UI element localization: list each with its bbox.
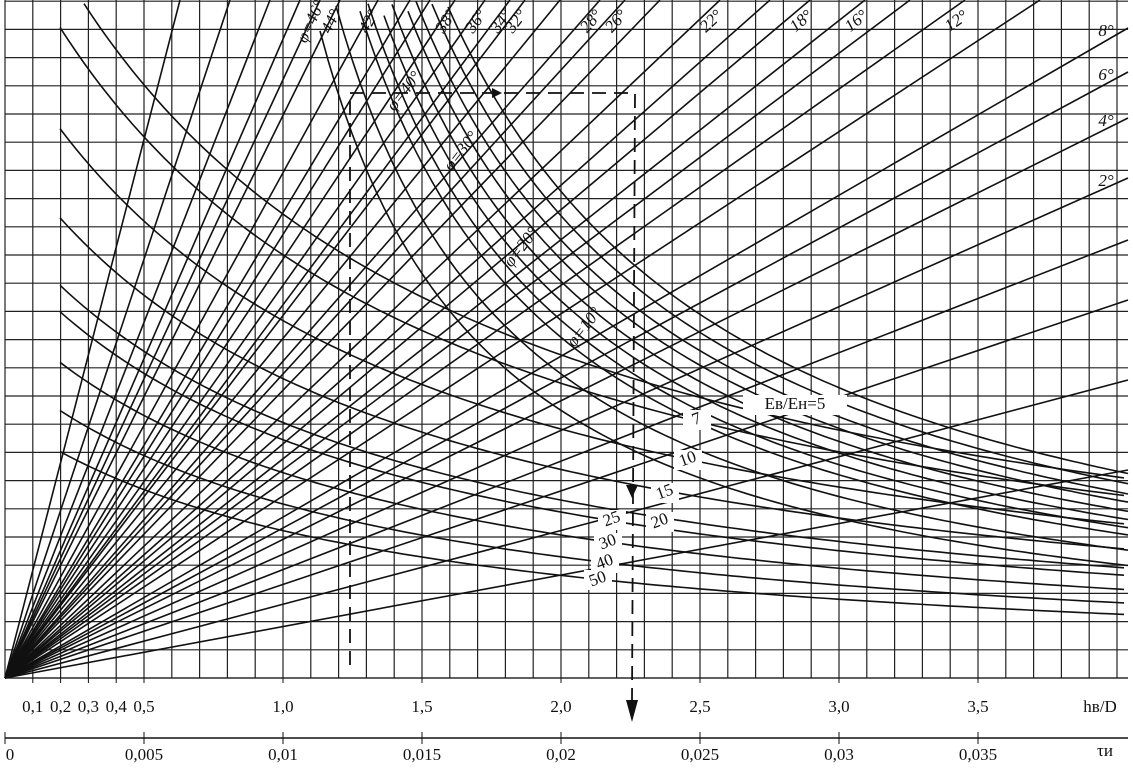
fan-label: 12° (941, 6, 972, 35)
label-bg (591, 553, 619, 573)
descending-curve (367, 3, 1129, 529)
x-tick-label: 1,0 (272, 697, 293, 716)
modulus-label: 30 (596, 530, 618, 554)
x-tick-label: 3,5 (967, 697, 988, 716)
fan-label: 6° (1098, 65, 1114, 84)
modulus-curve (59, 311, 1125, 576)
fan-line (4, 0, 966, 679)
modulus-label: 25 (600, 507, 622, 531)
fan-line (4, 71, 1129, 679)
fan-label: 8° (1098, 21, 1114, 40)
label-bg (584, 570, 612, 590)
descending-curve (383, 15, 1129, 521)
x-tick-label: 0,5 (133, 697, 154, 716)
modulus-label: 10 (676, 447, 698, 471)
fan-line (4, 0, 486, 679)
fan-line (4, 0, 626, 679)
modulus-label: 40 (593, 550, 615, 574)
fan-label: 26° (601, 6, 631, 37)
fan-line (4, 299, 1129, 679)
fan-line (4, 0, 561, 679)
tau-tick-label: 0,025 (681, 745, 719, 764)
x-tick-label: 3,0 (828, 697, 849, 716)
x-tick-label: 2,0 (550, 697, 571, 716)
descending-curve (415, 1, 1129, 495)
fan-line (4, 0, 456, 679)
x-tick-label: 0,2 (50, 697, 71, 716)
descending-curve (319, 30, 1129, 567)
fan-line (4, 117, 1129, 679)
modulus-curve (59, 361, 1125, 591)
tau-tick-label: 0,015 (403, 745, 441, 764)
label-bg (594, 533, 622, 553)
label-bg (743, 395, 847, 415)
fan-line (4, 0, 511, 679)
modulus-curve (59, 217, 1125, 550)
modulus-label: 15 (653, 480, 675, 504)
fan-line (4, 0, 271, 679)
tau-axis-label: τи (1097, 741, 1113, 760)
fan-line (4, 0, 301, 679)
fan-line (4, 27, 1129, 679)
descending-curve (335, 5, 1129, 551)
modulus-label: Eв/Eн=5 (765, 394, 826, 413)
modulus-label: 20 (648, 509, 670, 533)
fan-line (4, 0, 601, 679)
fan-line (4, 0, 431, 679)
tau-tick-label: 0,035 (959, 745, 997, 764)
fan-label: 2° (1098, 171, 1114, 190)
descending-curve (359, 11, 1129, 536)
arrow-head (626, 485, 638, 498)
x-tick-label: 0,3 (78, 697, 99, 716)
x-axis-label: hв/D (1083, 697, 1117, 716)
fan-line (4, 0, 1041, 679)
tau-tick-label: 0,005 (125, 745, 163, 764)
fan-label: 28° (576, 6, 606, 37)
fan-line (4, 0, 811, 679)
fan-line (4, 0, 866, 679)
x-tick-label: 0,1 (22, 697, 43, 716)
label-bg (651, 483, 679, 503)
label-bg (646, 512, 674, 532)
tau-tick-label: 0 (6, 745, 15, 764)
fan-label: 42° (355, 6, 383, 36)
arrow-head (626, 700, 638, 722)
fan-line (4, 0, 721, 679)
tau-tick-label: 0,02 (546, 745, 576, 764)
curves (4, 0, 1129, 679)
fan-label: 4° (1098, 111, 1114, 130)
arrow-head (492, 88, 502, 98)
fan-line (4, 0, 911, 679)
fan-line (4, 0, 661, 679)
x-tick-label: 1,5 (411, 697, 432, 716)
modulus-curve (59, 128, 1125, 525)
fan-line (4, 0, 231, 679)
fan-line (4, 0, 379, 679)
fan-line (4, 0, 321, 679)
fan-line (4, 0, 341, 679)
fan-line (4, 239, 1129, 679)
fan-line (4, 469, 1129, 679)
modulus-curve (59, 284, 1125, 569)
label-bg (674, 450, 702, 470)
modulus-label: 50 (586, 567, 608, 591)
x-tick-label: 2,5 (689, 697, 710, 716)
tau-tick-label: 0,03 (824, 745, 854, 764)
fan-line (4, 379, 1129, 679)
descending-curve (431, 3, 1129, 485)
modulus-curve (59, 26, 1125, 497)
modulus-curve (83, 3, 1125, 479)
x-tick-label: 0,4 (106, 697, 128, 716)
tau-tick-label: 0,01 (268, 745, 298, 764)
fan-line (4, 177, 1129, 679)
descending-curve (447, 6, 1129, 475)
label-bg (683, 410, 711, 430)
label-bg (598, 510, 626, 530)
fan-line (4, 0, 771, 679)
